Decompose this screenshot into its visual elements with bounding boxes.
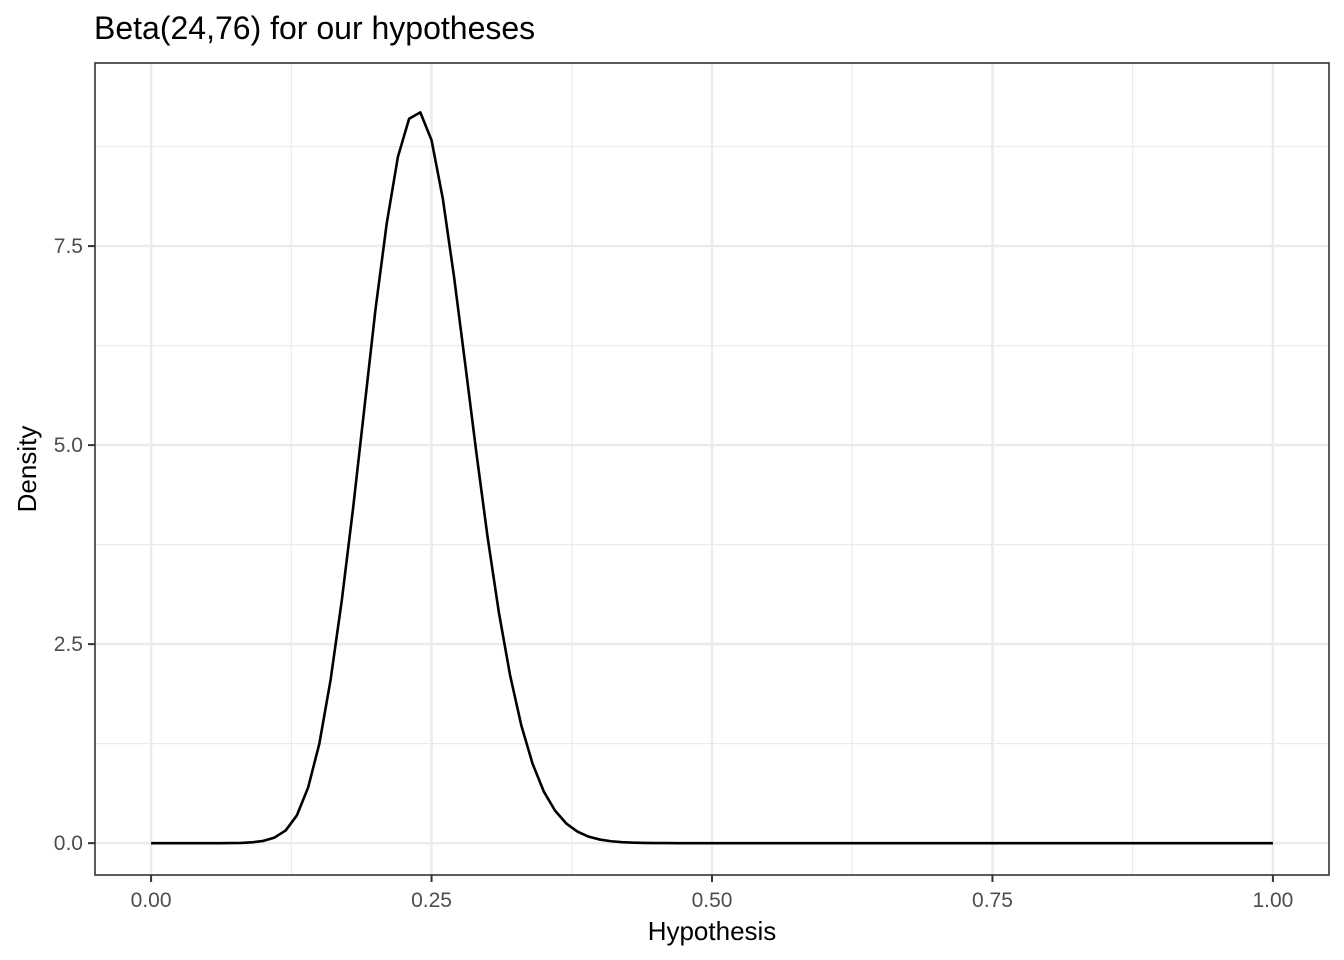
x-tick-label: 1.00 [1252, 889, 1293, 912]
chart-title: Beta(24,76) for our hypotheses [94, 10, 535, 46]
x-axis-title: Hypothesis [648, 916, 777, 946]
density-curve [151, 111, 1273, 845]
y-tick-label: 0.0 [54, 832, 83, 855]
y-tick-label: 5.0 [54, 434, 83, 457]
y-axis-ticks: 0.0 2.5 5.0 7.5 [54, 235, 95, 855]
major-gridlines [95, 63, 1329, 875]
y-tick-label: 2.5 [54, 633, 83, 656]
y-axis-title: Density [12, 426, 42, 513]
x-tick-label: 0.50 [692, 889, 733, 912]
x-tick-label: 0.75 [972, 889, 1013, 912]
x-tick-label: 0.25 [411, 889, 452, 912]
density-curve-layer [151, 111, 1273, 845]
y-tick-label: 7.5 [54, 235, 83, 258]
x-axis-ticks: 0.00 0.25 0.50 0.75 1.00 [131, 875, 1293, 912]
x-tick-label: 0.00 [131, 889, 172, 912]
